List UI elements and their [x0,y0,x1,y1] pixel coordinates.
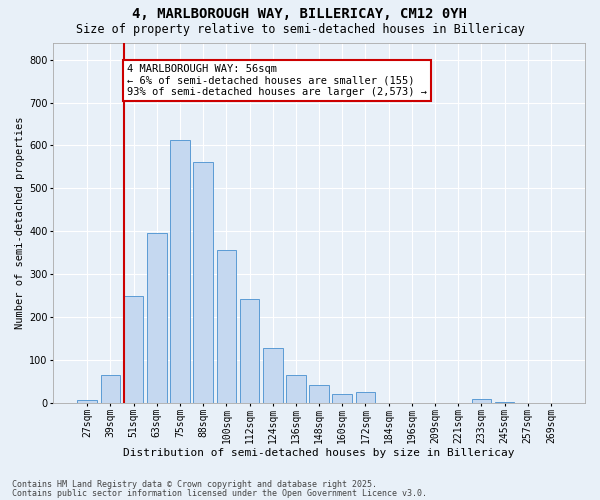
Bar [263,348,283,403]
Bar [332,394,352,402]
Text: Contains public sector information licensed under the Open Government Licence v3: Contains public sector information licen… [12,489,427,498]
Bar [472,399,491,402]
Bar [77,400,97,402]
Bar [124,296,143,403]
Bar [147,233,167,402]
Text: Size of property relative to semi-detached houses in Billericay: Size of property relative to semi-detach… [76,22,524,36]
Y-axis label: Number of semi-detached properties: Number of semi-detached properties [15,116,25,329]
Bar [309,384,329,402]
X-axis label: Distribution of semi-detached houses by size in Billericay: Distribution of semi-detached houses by … [124,448,515,458]
Text: Contains HM Land Registry data © Crown copyright and database right 2025.: Contains HM Land Registry data © Crown c… [12,480,377,489]
Bar [356,392,376,402]
Bar [101,374,120,402]
Bar [217,250,236,402]
Text: 4, MARLBOROUGH WAY, BILLERICAY, CM12 0YH: 4, MARLBOROUGH WAY, BILLERICAY, CM12 0YH [133,8,467,22]
Bar [170,140,190,402]
Bar [239,299,259,403]
Text: 4 MARLBOROUGH WAY: 56sqm
← 6% of semi-detached houses are smaller (155)
93% of s: 4 MARLBOROUGH WAY: 56sqm ← 6% of semi-de… [127,64,427,97]
Bar [286,374,306,402]
Bar [193,162,213,402]
